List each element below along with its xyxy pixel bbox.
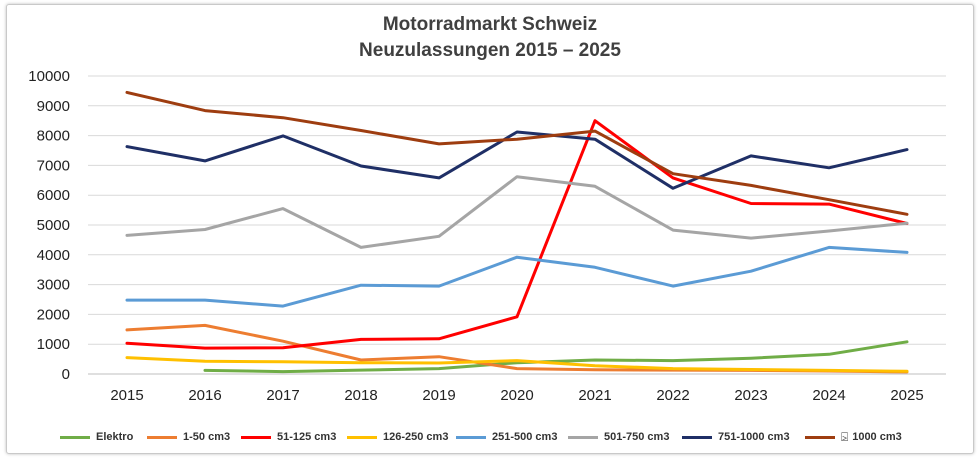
legend-label: 51-125 cm3: [277, 431, 337, 443]
x-tick-label: 2015: [110, 387, 143, 404]
legend-label: 1000 cm3: [852, 431, 902, 443]
y-tick-label: 10000: [28, 68, 70, 85]
y-tick-label: 2000: [37, 306, 70, 323]
chart-title: Motorradmarkt Schweiz: [382, 14, 598, 35]
legend-item: 126-250 cm3: [347, 427, 448, 447]
legend-label: 1-50 cm3: [183, 431, 231, 443]
legend-label: 126-250 cm3: [383, 431, 449, 443]
legend-item: 251-500 cm3: [456, 427, 557, 447]
series-line-501-750-cm3: [125, 175, 909, 249]
legend-swatch: [347, 435, 377, 439]
legend: Elektro 1-50 cm3 51-125 cm3 126-250 cm3 251-…: [0, 427, 980, 447]
legend-item: ⍄ 1000 cm3: [805, 427, 902, 447]
legend-item: 1-50 cm3: [147, 427, 230, 447]
y-tick-label: 0: [62, 366, 70, 383]
legend-label: Elektro: [96, 431, 134, 443]
x-tick-label: 2025: [890, 387, 923, 404]
y-tick-label: 7000: [37, 157, 70, 174]
legend-swatch: [682, 435, 712, 439]
legend-item: 751-1000 cm3: [682, 427, 790, 447]
series-line-751-1000-cm3: [125, 130, 909, 190]
legend-label: 251-500 cm3: [492, 431, 558, 443]
y-tick-label: 9000: [37, 98, 70, 115]
legend-prefix-icon: ⍄: [841, 429, 849, 444]
x-tick-label: 2017: [266, 387, 299, 404]
x-tick-label: 2019: [422, 387, 455, 404]
y-tick-label: 4000: [37, 247, 70, 264]
y-tick-label: 5000: [37, 217, 70, 234]
legend-swatch: [241, 435, 271, 439]
series-line-elektro: [203, 340, 909, 374]
legend-item: 51-125 cm3: [241, 427, 336, 447]
legend-swatch: [60, 435, 90, 439]
y-tick-label: 6000: [37, 187, 70, 204]
chart-frame: [6, 4, 974, 454]
series-line-251-500-cm3: [125, 245, 909, 308]
x-tick-label: 2022: [656, 387, 689, 404]
legend-swatch: [568, 435, 598, 439]
y-tick-label: 1000: [37, 336, 70, 353]
legend-item: Elektro: [60, 427, 133, 447]
y-tick-label: 8000: [37, 128, 70, 145]
legend-swatch: [456, 435, 486, 439]
x-tick-label: 2018: [344, 387, 377, 404]
chart-subtitle: Neuzulassungen 2015 – 2025: [359, 40, 621, 61]
x-tick-label: 2024: [812, 387, 845, 404]
legend-label: 501-750 cm3: [604, 431, 670, 443]
x-tick-label: 2023: [734, 387, 767, 404]
x-tick-label: 2021: [578, 387, 611, 404]
legend-swatch: [147, 435, 177, 439]
x-tick-label: 2016: [188, 387, 221, 404]
legend-item: 501-750 cm3: [568, 427, 669, 447]
legend-swatch: [805, 435, 835, 439]
series-line-1000-cm3: [125, 90, 909, 216]
legend-label: 751-1000 cm3: [718, 431, 790, 443]
series-line-126-250-cm3: [125, 356, 909, 373]
x-tick-label: 2020: [500, 387, 533, 404]
series-line-51-125-cm3: [125, 119, 909, 350]
y-tick-label: 3000: [37, 277, 70, 294]
